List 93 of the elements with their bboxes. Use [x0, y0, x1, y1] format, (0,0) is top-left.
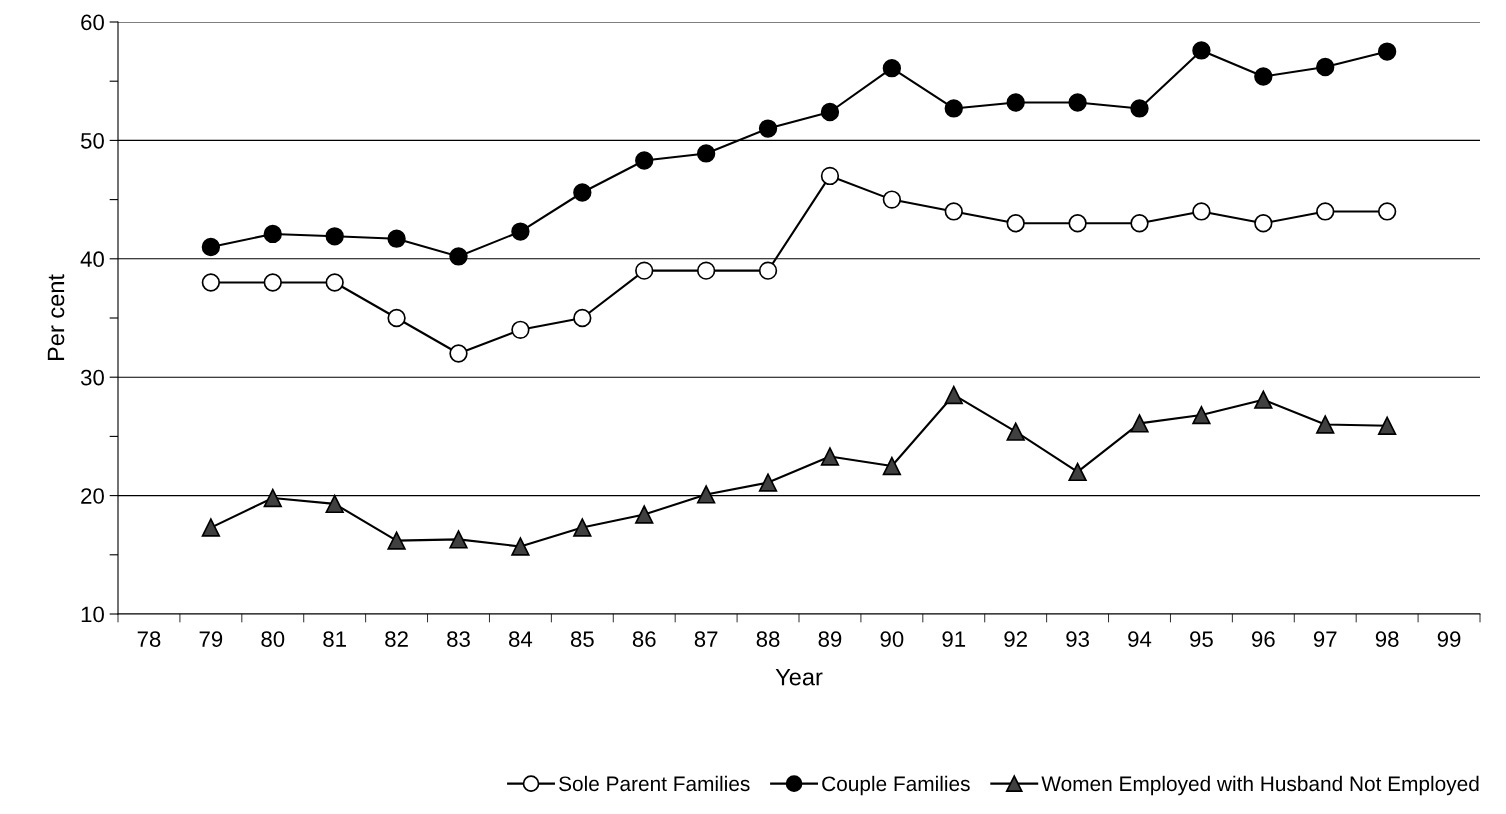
x-tick-label: 82 — [385, 631, 408, 647]
y-tick-label: 20 — [81, 488, 104, 504]
point — [1006, 93, 1025, 112]
point — [449, 247, 468, 266]
point — [696, 144, 716, 163]
x-tick-label: 89 — [818, 631, 842, 647]
point — [511, 320, 530, 340]
point — [1377, 202, 1397, 221]
x-tick-label: 91 — [942, 631, 966, 647]
y-axis-title: Per cent — [47, 274, 65, 361]
point — [635, 505, 654, 524]
point — [1006, 214, 1025, 233]
point — [882, 190, 902, 209]
point — [573, 518, 592, 537]
x-tick-label: 99 — [1437, 631, 1461, 647]
point — [449, 344, 468, 363]
y-tick-label: 50 — [80, 132, 104, 149]
point — [511, 537, 530, 556]
point — [944, 385, 963, 405]
point — [820, 447, 840, 466]
point — [1068, 93, 1087, 112]
x-tick-label: 90 — [880, 631, 904, 647]
point — [1006, 422, 1025, 441]
point — [758, 119, 778, 138]
x-tick-label: 95 — [1190, 631, 1213, 647]
point — [387, 531, 406, 550]
point — [449, 530, 468, 549]
point — [201, 273, 221, 292]
x-tick-label: 98 — [1375, 631, 1399, 647]
point — [1130, 99, 1149, 118]
point — [758, 473, 778, 492]
point — [1068, 462, 1087, 482]
legend-label: Sole Parent Families — [559, 775, 750, 792]
point — [263, 488, 282, 508]
y-tick-label: 10 — [81, 606, 104, 623]
legend-label: Couple Families — [822, 775, 970, 796]
point — [635, 151, 654, 170]
point — [882, 456, 902, 476]
x-tick-label: 84 — [509, 631, 533, 647]
point — [944, 99, 963, 118]
point — [325, 227, 344, 246]
x-tick-label: 94 — [1128, 631, 1152, 647]
point — [1068, 214, 1087, 233]
x-tick-label: 80 — [261, 631, 285, 647]
x-tick-label: 86 — [632, 631, 656, 647]
point — [1254, 214, 1273, 233]
x-tick-label: 96 — [1252, 631, 1275, 647]
point — [1377, 42, 1397, 61]
point — [573, 183, 592, 202]
point — [882, 59, 902, 78]
x-tick-label: 92 — [1004, 631, 1027, 647]
point — [1316, 202, 1335, 221]
point — [1192, 405, 1211, 425]
x-tick-label: 88 — [756, 631, 780, 647]
point — [573, 308, 592, 328]
x-tick-label: 81 — [323, 631, 346, 647]
legend-label: Women Employed with Husband Not Employed — [1041, 775, 1479, 796]
point — [201, 237, 221, 257]
point — [758, 261, 778, 280]
x-tick-label: 83 — [447, 631, 470, 647]
x-tick-label: 78 — [137, 631, 161, 647]
point — [1130, 414, 1149, 433]
point — [944, 202, 963, 221]
point — [511, 222, 530, 241]
point — [696, 261, 716, 280]
y-tick-label: 60 — [81, 14, 104, 31]
x-axis-title: Year — [775, 668, 823, 686]
point — [696, 485, 716, 504]
point — [387, 308, 406, 328]
point — [1254, 390, 1273, 409]
point — [1192, 41, 1211, 60]
x-tick-label: 79 — [199, 631, 223, 647]
x-tick-label: 87 — [694, 631, 718, 647]
point — [1316, 57, 1335, 77]
point — [1254, 67, 1273, 86]
point — [820, 166, 840, 186]
point — [387, 229, 406, 248]
x-tick-label: 97 — [1313, 631, 1337, 647]
y-tick-label: 30 — [80, 369, 104, 386]
point — [820, 102, 840, 122]
point — [1377, 416, 1397, 435]
point — [263, 224, 282, 244]
point — [325, 494, 344, 514]
point — [263, 273, 282, 292]
point — [1316, 415, 1335, 434]
point — [1192, 202, 1211, 221]
x-tick-label: 93 — [1066, 631, 1089, 647]
point — [635, 261, 654, 280]
x-tick-label: 85 — [570, 631, 594, 647]
point — [1130, 214, 1149, 233]
point — [325, 273, 344, 292]
y-tick-label: 40 — [80, 251, 104, 268]
point — [201, 518, 221, 537]
